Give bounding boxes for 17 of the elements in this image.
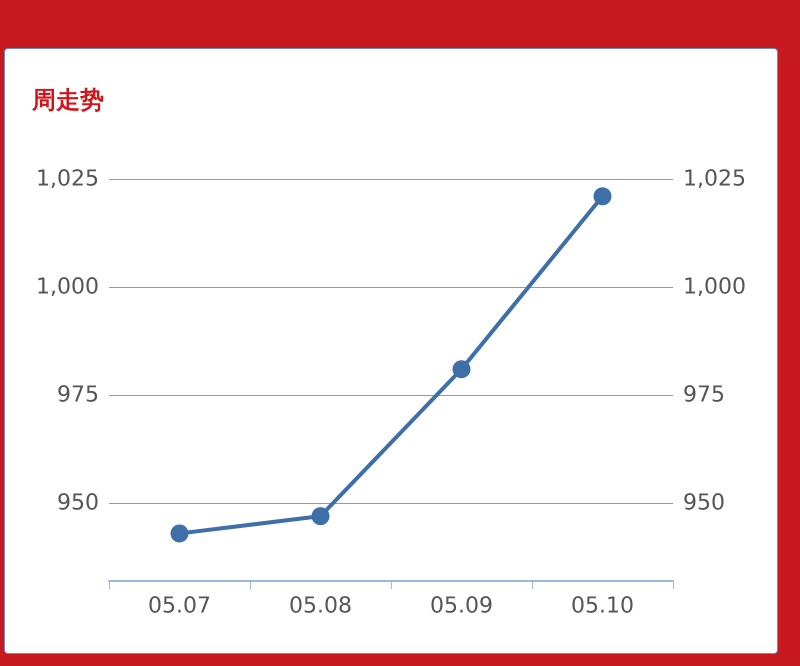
x-tick-label: 05.08 [289, 594, 352, 618]
y-tick-label: 950 [57, 490, 99, 516]
y-tick-label: 1,025 [36, 166, 99, 192]
x-tick-label: 05.09 [430, 594, 493, 618]
point [170, 524, 188, 542]
y2-tick-label: 950 [683, 490, 725, 516]
point [594, 187, 612, 206]
y-tick-label: 975 [57, 382, 99, 408]
chart-title: 周走势 [31, 86, 104, 114]
point [312, 507, 330, 526]
y2-tick-label: 1,000 [683, 274, 746, 300]
x-tick-label: 05.07 [148, 594, 211, 618]
x-tick-label: 05.10 [571, 594, 634, 618]
y2-tick-label: 975 [683, 382, 725, 408]
point [452, 360, 470, 378]
y-tick-label: 1,000 [36, 274, 99, 300]
y2-tick-label: 1,025 [683, 166, 746, 192]
